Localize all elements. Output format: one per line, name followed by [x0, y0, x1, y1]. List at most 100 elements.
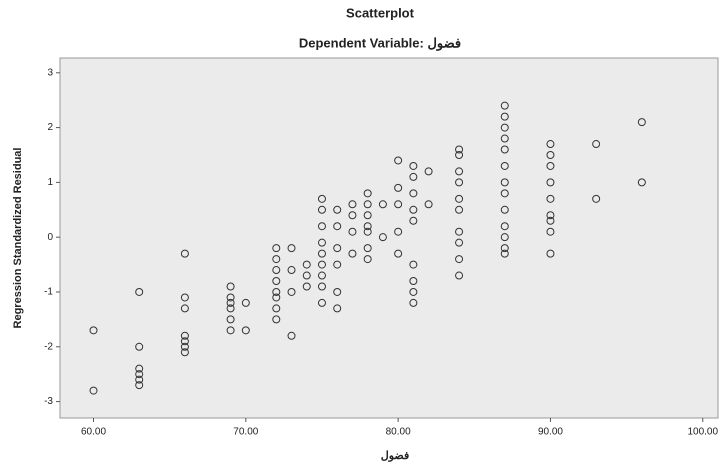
point: [500, 123, 509, 132]
y-tick-label: 1: [47, 177, 53, 188]
point: [500, 233, 509, 242]
point: [272, 277, 281, 286]
point: [409, 172, 418, 181]
point: [546, 150, 555, 159]
point: [363, 255, 372, 264]
x-tick-label: 60.00: [81, 427, 106, 438]
point: [317, 205, 326, 214]
point: [500, 189, 509, 198]
point: [135, 342, 144, 351]
point: [409, 260, 418, 269]
point: [348, 211, 357, 220]
point: [302, 271, 311, 280]
point: [333, 260, 342, 269]
point: [500, 244, 509, 253]
point: [226, 282, 235, 291]
y-tick-label: -3: [44, 396, 53, 407]
point: [409, 161, 418, 170]
point: [409, 189, 418, 198]
point: [455, 227, 464, 236]
point: [302, 260, 311, 269]
y-axis-label: Regression Standardized Residual: [12, 148, 24, 329]
y-tick-label: 3: [47, 67, 53, 78]
point: [546, 161, 555, 170]
y-tick-label: -1: [44, 287, 53, 298]
point: [180, 293, 189, 302]
point: [287, 331, 296, 340]
point: [135, 364, 144, 373]
point: [394, 156, 403, 165]
point: [333, 205, 342, 214]
point: [500, 134, 509, 143]
y-tick-label: -2: [44, 341, 53, 352]
point: [363, 222, 372, 231]
point: [180, 348, 189, 357]
point: [272, 315, 281, 324]
point: [317, 282, 326, 291]
point: [394, 200, 403, 209]
point: [226, 315, 235, 324]
point: [89, 326, 98, 335]
point: [409, 277, 418, 286]
point: [241, 326, 250, 335]
point: [272, 266, 281, 275]
point: [455, 167, 464, 176]
point: [455, 238, 464, 247]
point: [546, 140, 555, 149]
point: [500, 222, 509, 231]
point: [378, 200, 387, 209]
point: [409, 298, 418, 307]
y-tick-label: 2: [47, 122, 53, 133]
point: [287, 244, 296, 253]
point: [455, 150, 464, 159]
point: [226, 293, 235, 302]
chart-subtitle: Dependent Variable: فضول: [299, 35, 461, 51]
point: [333, 222, 342, 231]
point: [287, 266, 296, 275]
point: [317, 194, 326, 203]
point: [394, 227, 403, 236]
x-tick-label: 80.00: [386, 427, 411, 438]
x-tick-label: 70.00: [233, 427, 258, 438]
point: [317, 260, 326, 269]
x-tick-label: 100.00: [687, 427, 718, 438]
point: [180, 331, 189, 340]
point: [89, 386, 98, 395]
plot-area: [59, 57, 719, 419]
point: [455, 178, 464, 187]
point: [592, 194, 601, 203]
chart-title: Scatterplot: [346, 5, 415, 20]
point: [424, 200, 433, 209]
point: [394, 249, 403, 258]
point: [272, 304, 281, 313]
point: [637, 118, 646, 127]
point: [546, 178, 555, 187]
point: [180, 304, 189, 313]
point: [272, 244, 281, 253]
point: [546, 216, 555, 225]
point: [241, 298, 250, 307]
point: [226, 298, 235, 307]
point: [317, 271, 326, 280]
point: [348, 227, 357, 236]
point: [226, 304, 235, 313]
point: [546, 227, 555, 236]
point: [500, 101, 509, 110]
point: [455, 194, 464, 203]
point: [455, 145, 464, 154]
point: [363, 211, 372, 220]
point: [317, 238, 326, 247]
point: [180, 342, 189, 351]
point: [135, 370, 144, 379]
point: [500, 112, 509, 121]
point: [546, 194, 555, 203]
point: [424, 167, 433, 176]
point: [500, 205, 509, 214]
point: [394, 183, 403, 192]
point: [135, 381, 144, 390]
point: [592, 140, 601, 149]
point: [637, 178, 646, 187]
point: [272, 255, 281, 264]
point: [333, 244, 342, 253]
